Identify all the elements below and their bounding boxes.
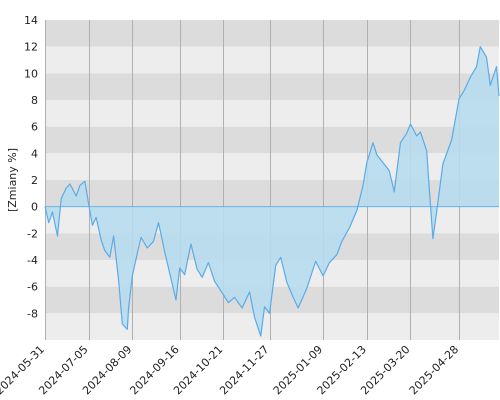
y-tick-label: 0 <box>31 201 38 214</box>
plot-band <box>45 313 499 340</box>
y-axis-tick-labels: -8 -6 -4 -2 0 2 4 6 8 10 12 14 <box>24 14 38 320</box>
y-tick-label: 12 <box>24 41 38 54</box>
series-line <box>44 46 500 337</box>
x-tick-label: 2024-11-27 <box>217 343 271 397</box>
y-tick-label: -2 <box>27 227 38 240</box>
x-axis-tick-labels: 2024-05-312024-07-052024-08-092024-09-16… <box>0 343 461 397</box>
y-tick-label: -8 <box>27 307 38 320</box>
plot-band <box>45 153 499 180</box>
plot-band <box>45 73 499 100</box>
plot-band <box>45 100 499 127</box>
series-area-fill <box>45 46 499 337</box>
x-tick-label: 2025-04-28 <box>407 343 461 397</box>
plot-band <box>45 126 499 154</box>
y-tick-label: -6 <box>27 281 38 294</box>
plot-band <box>45 46 499 74</box>
y-tick-label: 6 <box>31 121 38 134</box>
y-tick-label: 8 <box>31 94 38 107</box>
plot-band <box>45 20 499 47</box>
y-tick-label: 14 <box>24 14 38 27</box>
y-tick-label: 2 <box>31 174 38 187</box>
y-tick-label: -4 <box>27 254 38 267</box>
y-tick-label: 10 <box>24 67 38 80</box>
area-layer <box>44 46 500 337</box>
y-axis-label: [Zmiany %] <box>6 148 19 212</box>
y-tick-label: 4 <box>31 147 38 160</box>
